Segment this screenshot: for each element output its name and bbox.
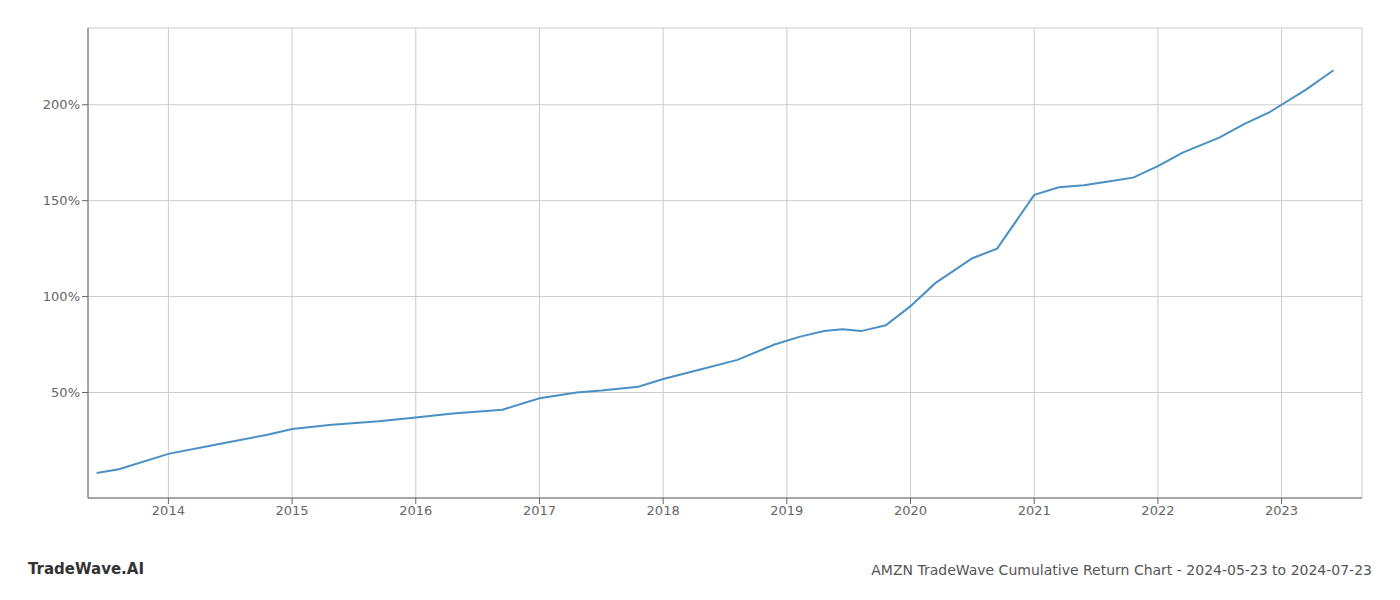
svg-text:2022: 2022: [1141, 503, 1174, 518]
svg-text:2020: 2020: [894, 503, 927, 518]
svg-text:2015: 2015: [276, 503, 309, 518]
svg-text:2023: 2023: [1265, 503, 1298, 518]
svg-text:2018: 2018: [647, 503, 680, 518]
svg-text:2017: 2017: [523, 503, 556, 518]
svg-text:50%: 50%: [51, 385, 80, 400]
svg-text:2021: 2021: [1018, 503, 1051, 518]
svg-text:100%: 100%: [43, 289, 80, 304]
svg-text:200%: 200%: [43, 97, 80, 112]
svg-text:2014: 2014: [152, 503, 185, 518]
svg-text:150%: 150%: [43, 193, 80, 208]
html-text:AMZN TradeWave Cumulative Retu: AMZN TradeWave Cumulative Return Chart -…: [871, 562, 1372, 578]
html-text:TradeWave.AI: TradeWave.AI: [28, 560, 144, 578]
svg-text:2016: 2016: [399, 503, 432, 518]
svg-text:2019: 2019: [770, 503, 803, 518]
